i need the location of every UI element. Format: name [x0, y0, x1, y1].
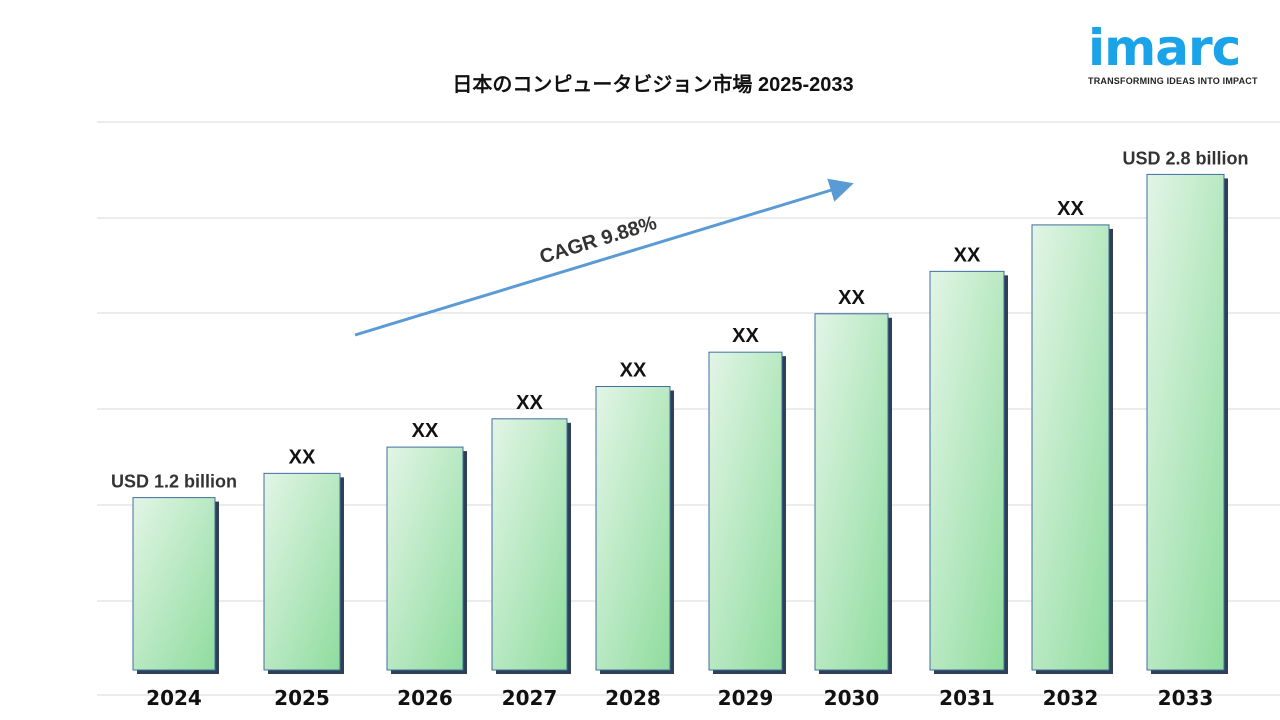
bar	[386, 446, 464, 671]
bar-group-2029: XX 2029	[708, 325, 786, 710]
bar	[132, 497, 216, 671]
bar-group-2027: XX 2027	[491, 392, 571, 710]
logo-wordmark: imarc	[1088, 19, 1241, 77]
bar-group-2032: XX 2032	[1031, 198, 1113, 710]
imarc-logo: imarc TRANSFORMING IDEAS INTO IMPACT	[1088, 18, 1266, 86]
x-tick-label: 2025	[274, 686, 330, 710]
data-label: XX	[954, 244, 981, 266]
data-label: USD 2.8 billion	[1122, 148, 1248, 168]
bar-group-2031: XX 2031	[929, 244, 1008, 710]
data-label: XX	[620, 360, 647, 382]
bar-group-2028: XX 2028	[595, 360, 674, 710]
logo-tagline: TRANSFORMING IDEAS INTO IMPACT	[1088, 76, 1258, 86]
data-label: XX	[838, 287, 865, 309]
bar-group-2025: XX 2025	[263, 446, 344, 710]
x-tick-label: 2033	[1158, 686, 1214, 710]
bar-group-2033: USD 2.8 billion 2033	[1122, 148, 1248, 710]
x-tick-label: 2028	[605, 686, 661, 710]
bar-group-2030: XX 2030	[814, 287, 892, 710]
bar-group-2024: USD 1.2 billion 2024	[111, 472, 237, 710]
bar	[929, 270, 1005, 671]
x-tick-label: 2026	[397, 686, 453, 710]
bar-group-2026: XX 2026	[386, 420, 467, 710]
bar	[263, 472, 341, 671]
bar	[814, 313, 889, 671]
bar	[1031, 224, 1110, 671]
data-label: XX	[289, 446, 316, 468]
bar	[595, 386, 671, 671]
cagr-arrow	[354, 178, 854, 337]
x-tick-label: 2024	[146, 686, 202, 710]
data-label: XX	[1057, 198, 1084, 220]
data-label: XX	[516, 392, 543, 414]
data-label: XX	[732, 325, 759, 347]
x-tick-label: 2031	[939, 686, 995, 710]
bar	[491, 418, 568, 671]
data-label: XX	[412, 420, 439, 442]
data-label: USD 1.2 billion	[111, 472, 237, 492]
bar	[708, 351, 783, 671]
bar	[1146, 173, 1225, 671]
x-tick-label: 2029	[718, 686, 774, 710]
x-tick-label: 2030	[824, 686, 880, 710]
x-tick-label: 2032	[1043, 686, 1099, 710]
chart-title: 日本のコンピュータビジョン市場 2025-2033	[452, 74, 854, 96]
x-tick-label: 2027	[502, 686, 558, 710]
